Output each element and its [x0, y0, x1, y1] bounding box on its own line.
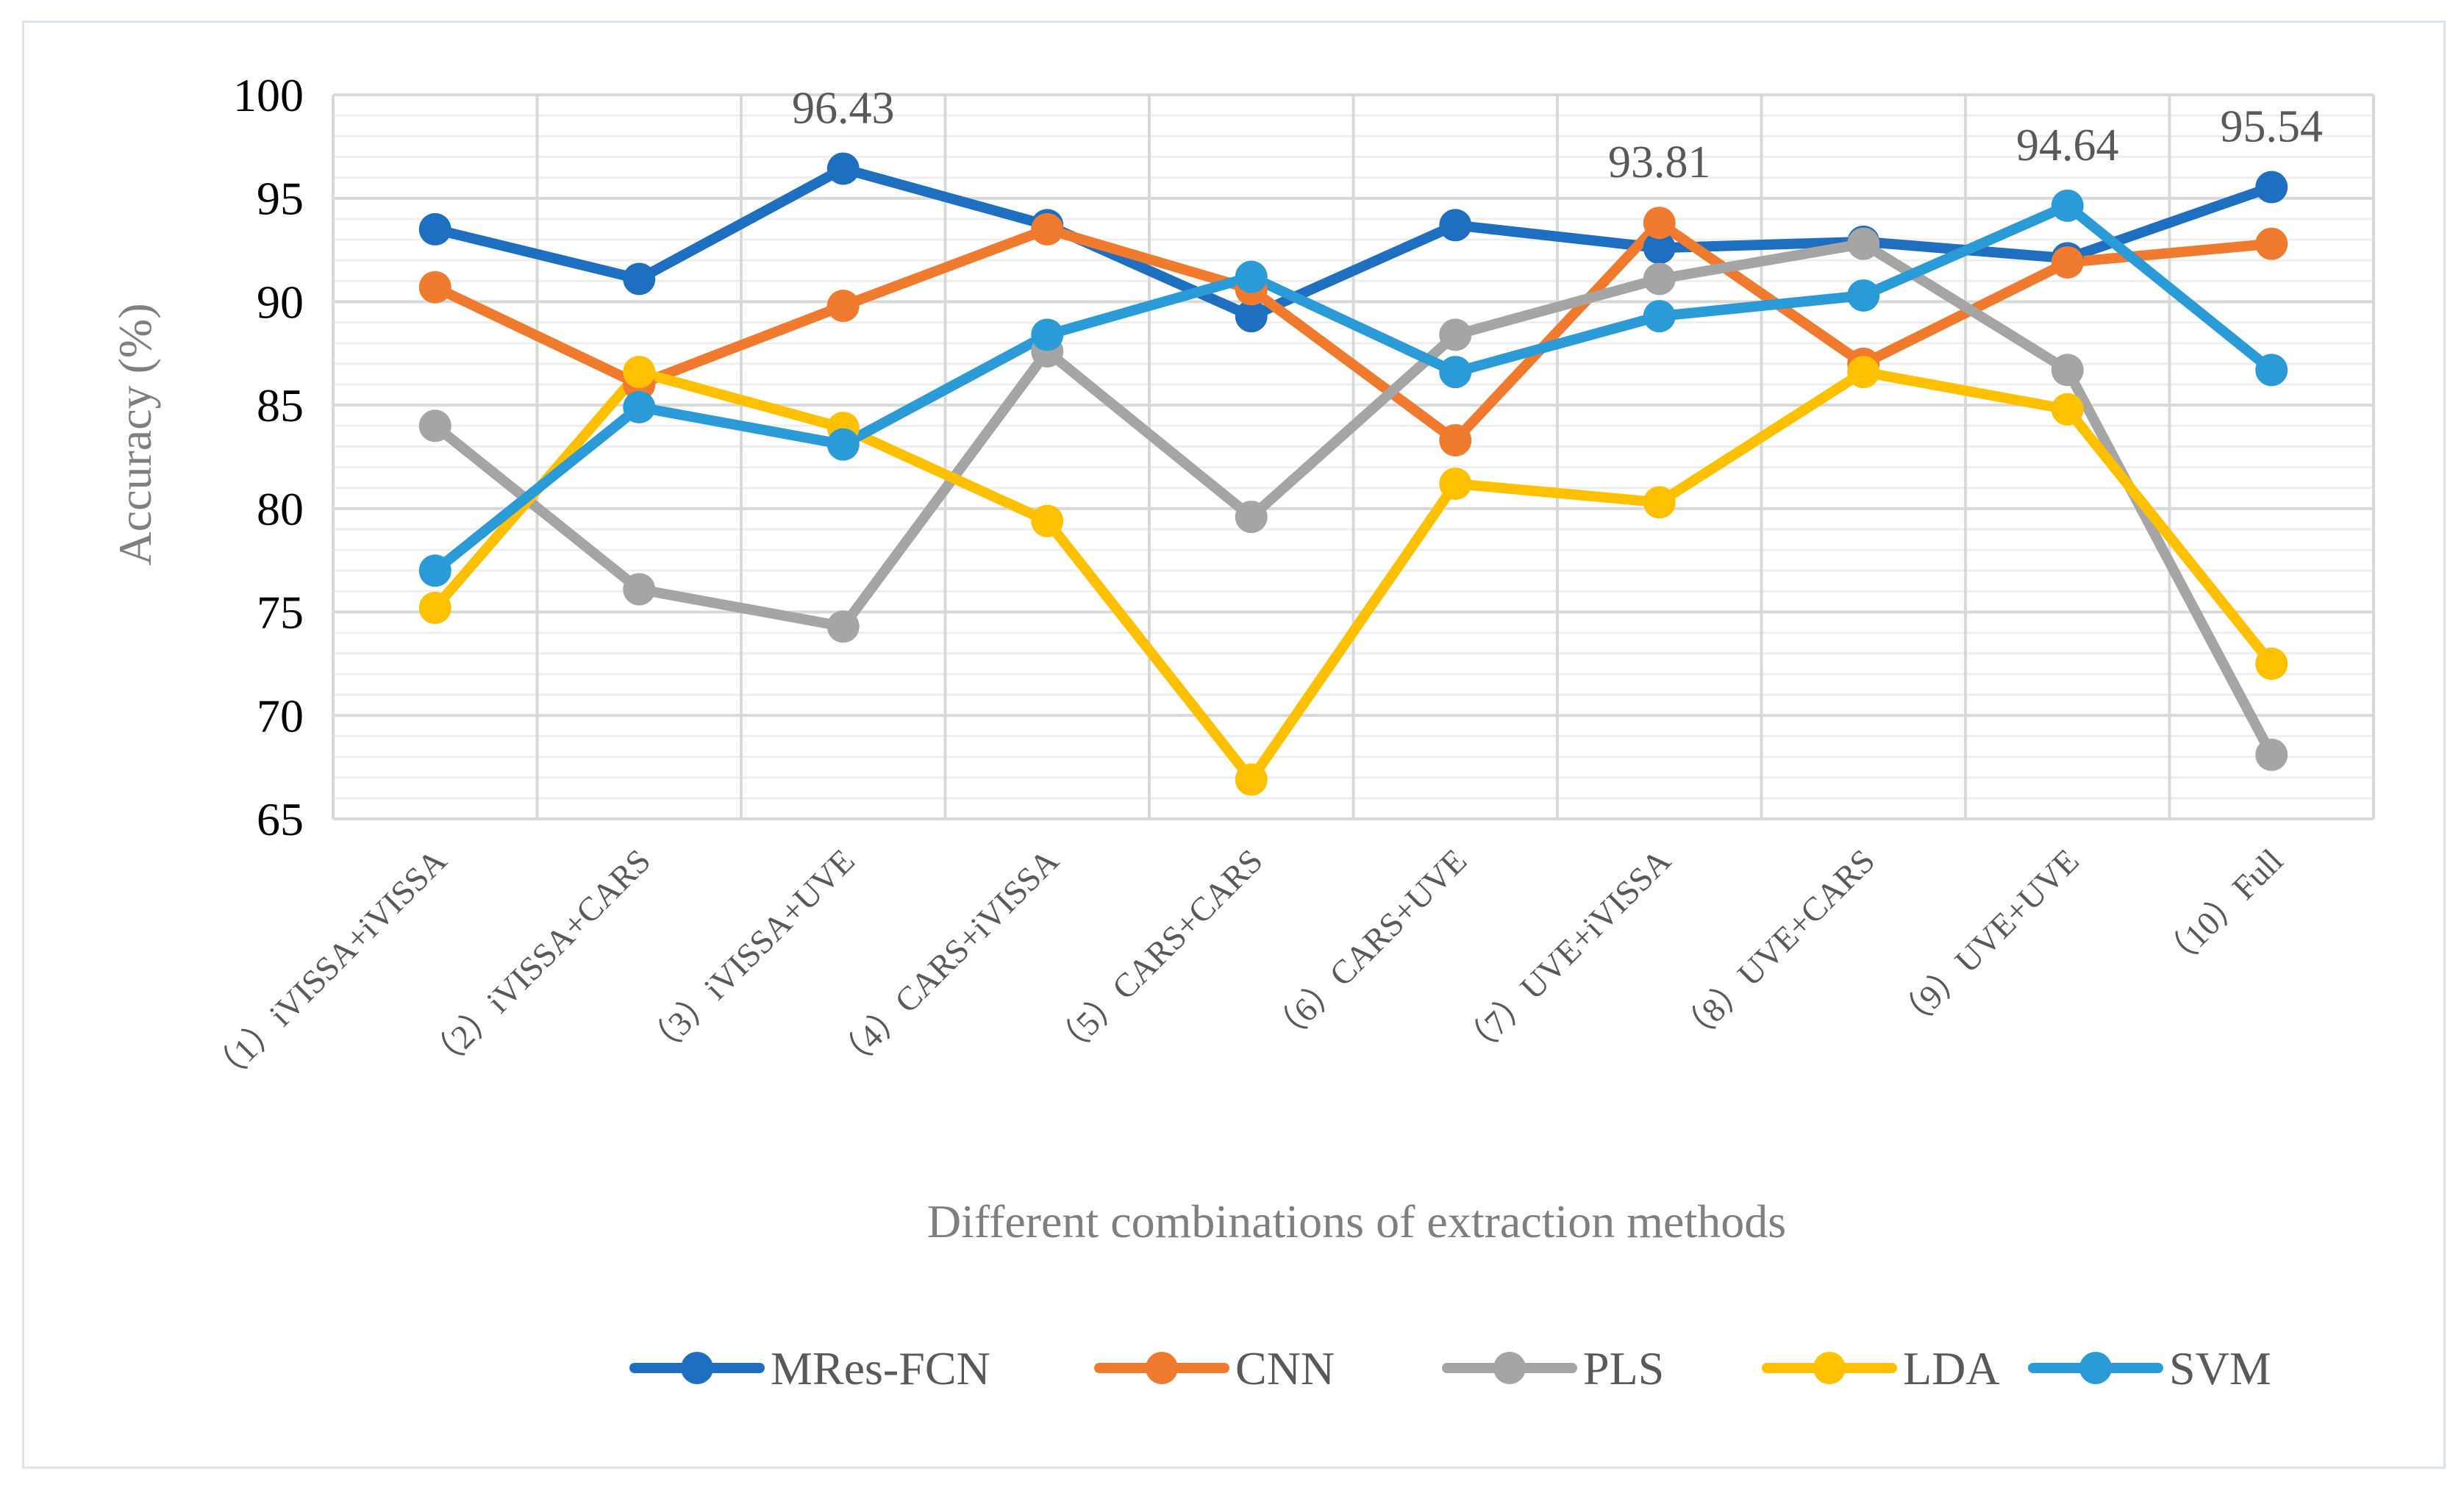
- y-tick-label: 85: [257, 379, 304, 431]
- data-label: 96.43: [792, 83, 895, 133]
- point-lda: [2255, 647, 2288, 680]
- x-category-label: （5）CARS+CARS: [1045, 842, 1270, 1067]
- point-cnn: [826, 290, 860, 323]
- series-line-lda: [429, 367, 2277, 785]
- legend-marker-mres-fcn: [681, 1352, 713, 1384]
- data-label: 95.54: [2221, 102, 2324, 152]
- x-category-label: （4）CARS+iVISSA: [828, 842, 1066, 1080]
- point-svm: [1031, 318, 1064, 351]
- point-mres-fcn: [1643, 232, 1676, 265]
- point-cnn: [2051, 246, 2084, 279]
- data-label: 93.81: [1608, 137, 1711, 187]
- point-cnn: [418, 271, 451, 304]
- y-tick-label: 95: [257, 173, 304, 225]
- point-mres-fcn: [2255, 171, 2288, 204]
- legend-label-svm: SVM: [2169, 1342, 2271, 1394]
- point-svm: [1643, 300, 1676, 333]
- x-category-label: （2）iVISSA+CARS: [420, 842, 658, 1080]
- point-lda: [1643, 486, 1676, 519]
- point-mres-fcn: [1235, 300, 1268, 333]
- y-axis-title: Accuracy (%): [109, 303, 161, 565]
- point-mres-fcn: [418, 212, 451, 246]
- major-gridlines: [332, 93, 2375, 820]
- point-lda: [1031, 504, 1064, 537]
- point-mres-fcn: [623, 262, 656, 296]
- point-svm: [2255, 354, 2288, 387]
- point-svm: [1847, 279, 1880, 312]
- data-label: 94.64: [2016, 121, 2119, 171]
- point-svm: [826, 428, 860, 461]
- series-line-svm: [429, 200, 2277, 576]
- point-lda: [1847, 356, 1880, 389]
- point-svm: [418, 554, 451, 587]
- point-mres-fcn: [1439, 209, 1472, 242]
- point-lda: [1439, 468, 1472, 501]
- x-category-label: （6）CARS+UVE: [1263, 842, 1474, 1053]
- point-pls: [1847, 227, 1880, 260]
- point-cnn: [1439, 423, 1472, 456]
- y-tick-label: 90: [257, 276, 304, 328]
- x-category-label: （1）iVISSA+iVISSA: [202, 842, 454, 1093]
- point-pls: [418, 409, 451, 443]
- series-points: [418, 152, 2288, 796]
- point-lda: [623, 356, 656, 389]
- x-axis-title: Different combinations of extraction met…: [927, 1195, 1786, 1247]
- point-svm: [2051, 189, 2084, 222]
- point-lda: [2051, 393, 2084, 426]
- point-pls: [2051, 354, 2084, 387]
- point-lda: [1235, 763, 1268, 796]
- point-cnn: [1031, 212, 1064, 246]
- y-tick-label: 65: [257, 793, 304, 845]
- legend-marker-pls: [1493, 1352, 1526, 1384]
- point-pls: [1643, 262, 1676, 296]
- legend-label-mres-fcn: MRes-FCN: [771, 1342, 990, 1394]
- legend-label-pls: PLS: [1583, 1342, 1664, 1394]
- point-svm: [1235, 260, 1268, 293]
- series-lines: [429, 163, 2277, 785]
- x-category-labels: （1）iVISSA+iVISSA（2）iVISSA+CARS（3）iVISSA+…: [202, 842, 2290, 1093]
- legend-label-cnn: CNN: [1235, 1342, 1335, 1394]
- x-category-label: （9）UVE+UVE: [1888, 842, 2085, 1039]
- legend-marker-cnn: [1146, 1352, 1178, 1384]
- point-cnn: [2255, 227, 2288, 260]
- x-category-label: （3）iVISSA+UVE: [637, 842, 862, 1067]
- line-chart: 65 70 75 80 85 90 95 100 （1）iVISSA+iVISSA（2）iVI…: [109, 69, 2375, 1394]
- x-category-label: （7）UVE+iVISSA: [1453, 842, 1678, 1067]
- x-category-label: （8）UVE+CARS: [1671, 842, 1882, 1053]
- point-lda: [418, 591, 451, 624]
- x-category-label: （10）Full: [2153, 842, 2290, 978]
- series-line-cnn: [429, 218, 2277, 445]
- y-tick-label: 70: [257, 690, 304, 742]
- y-tick-label: 75: [257, 587, 304, 639]
- point-pls: [623, 573, 656, 606]
- point-pls: [1235, 501, 1268, 534]
- point-mres-fcn: [826, 152, 860, 185]
- y-tick-label: 80: [257, 483, 304, 535]
- legend-label-lda: LDA: [1903, 1342, 2000, 1394]
- chart-container: 65 70 75 80 85 90 95 100 （1）iVISSA+iVISSA （2）iVI…: [22, 21, 2446, 1469]
- point-svm: [623, 390, 656, 423]
- legend-marker-lda: [1813, 1352, 1846, 1384]
- point-cnn: [1643, 207, 1676, 240]
- point-pls: [826, 610, 860, 643]
- data-labels: 96.43 93.81 94.64 95.54: [792, 83, 2323, 187]
- series-line-pls: [429, 238, 2277, 760]
- point-pls: [2255, 738, 2288, 771]
- point-pls: [1439, 318, 1472, 351]
- legend: MRes-FCN CNN PLS LDA SVM: [629, 1342, 2271, 1394]
- legend-marker-svm: [2079, 1352, 2112, 1384]
- y-tick-labels: 65 70 75 80 85 90 95 100: [233, 69, 304, 845]
- point-svm: [1439, 356, 1472, 389]
- y-tick-label: 100: [233, 69, 304, 121]
